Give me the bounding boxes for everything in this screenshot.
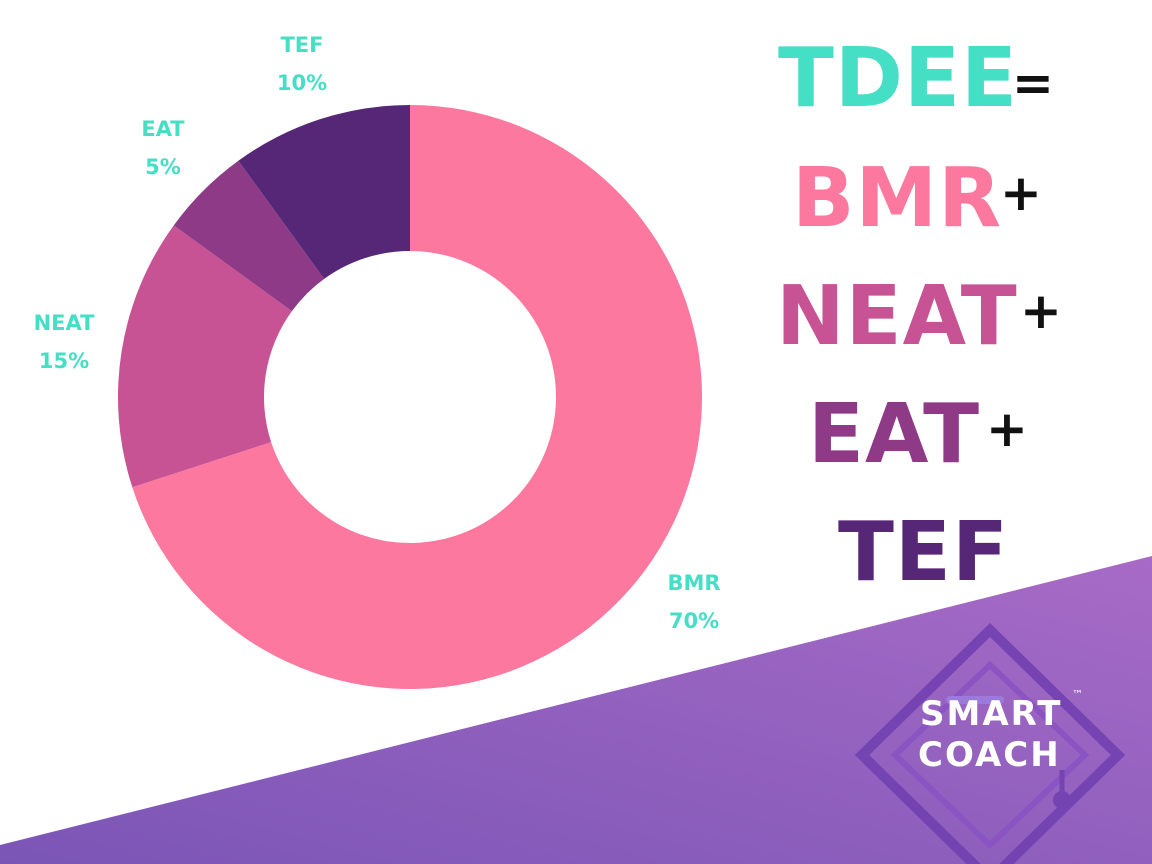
- donut-slice-tef: [238, 104, 410, 279]
- purple-diagonal-band: [0, 556, 1152, 864]
- logo-text-line1: SMART: [920, 694, 1063, 734]
- donut-slice-eat: [173, 160, 325, 312]
- smart-coach-logo-mark: [854, 623, 1126, 864]
- formula-term-bmr: BMR: [792, 151, 1003, 246]
- donut-slice-labels: BMR 70% NEAT 15% EAT 5% TEF 10%: [34, 33, 721, 633]
- formula-operator-plus: +: [1020, 282, 1062, 340]
- slice-label-tef: TEF: [280, 33, 323, 57]
- formula-term-neat: NEAT: [776, 269, 1018, 364]
- logo-trademark: ™: [1072, 688, 1083, 701]
- formula-term-tdee: TDEE: [778, 31, 1019, 126]
- formula-operator-equals: =: [1012, 54, 1054, 112]
- slice-label-bmr: BMR: [667, 571, 720, 595]
- formula-term-tef: TEF: [838, 505, 1009, 600]
- logo-text-line2: COACH: [918, 735, 1061, 775]
- slice-label-neat: NEAT: [34, 311, 96, 335]
- slice-value-eat: 5%: [145, 155, 181, 179]
- formula-operator-plus: +: [1000, 164, 1042, 222]
- slice-value-neat: 15%: [39, 349, 89, 373]
- donut-slice-bmr: [132, 105, 702, 689]
- formula-operator-plus: +: [986, 400, 1028, 458]
- slice-label-eat: EAT: [141, 117, 185, 141]
- donut-slice-neat: [118, 225, 292, 488]
- formula-term-eat: EAT: [808, 387, 981, 482]
- slice-value-bmr: 70%: [669, 609, 719, 633]
- donut-chart: [118, 104, 702, 689]
- slice-value-tef: 10%: [277, 71, 327, 95]
